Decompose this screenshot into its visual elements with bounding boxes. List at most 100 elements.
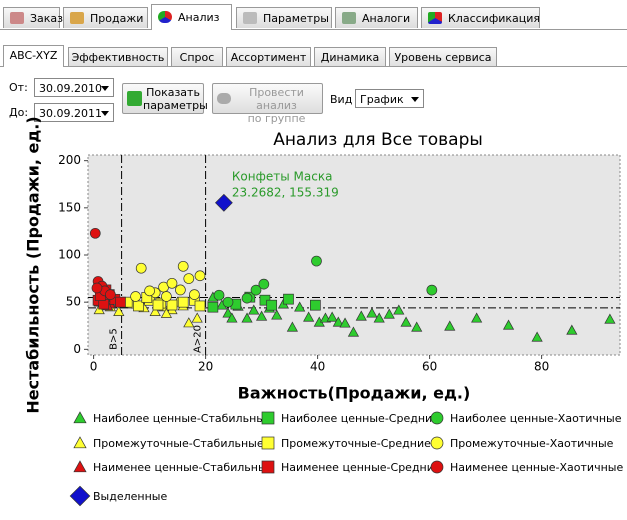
button-label: Показать [146,86,200,99]
legend-marker [430,436,444,450]
subtab[interactable]: Эффективность [68,47,168,66]
legend-label: Наиболее ценные-Хаотичные [450,412,622,425]
point [152,299,164,311]
plot-area [87,154,621,356]
point [166,299,178,311]
point [294,301,306,312]
subtab-bar-line [0,66,627,67]
legend-marker [73,460,87,473]
button-label: параметры [143,99,208,112]
legend-marker [73,411,87,424]
tab-label: Продажи [90,12,144,25]
y-tick-label: 150 [58,200,81,214]
x-tick-label: 80 [534,360,549,374]
subtab[interactable]: Динамика [314,47,386,66]
point [400,316,412,327]
point-annotation: Конфеты Маска [232,169,333,183]
point [383,308,395,319]
subtab-active[interactable]: ABC-XYZ [3,45,64,67]
y-tick-label: 100 [58,248,81,262]
group-analysis-button[interactable]: Провести анализ по группе [212,83,323,125]
tab-icon [10,12,24,24]
tab[interactable]: Параметры [236,7,332,28]
point [303,311,315,322]
subtab[interactable]: Уровень сервиса [389,47,497,66]
x-tick-label: 60 [422,360,437,374]
point [604,313,616,324]
tab-icon [428,12,442,24]
point [135,262,147,274]
dropdown-arrow [101,111,109,116]
point [366,307,378,318]
chart-title: Анализ для Все товары [273,130,483,150]
tab-active[interactable]: Анализ [151,4,232,30]
point [113,305,125,316]
legend-label: Промежуточные-Средние [281,437,431,450]
y-tick-label: 50 [66,295,81,309]
tab[interactable]: Заказ [3,7,64,28]
point [183,317,195,328]
point [310,299,321,311]
subtab[interactable]: Спрос [171,47,223,66]
legend-marker [430,460,444,474]
legend-label: Промежуточные-Стабильные [93,437,264,450]
point [161,291,172,302]
tab[interactable]: Классификация [421,7,540,28]
point [258,278,270,290]
point [393,304,405,315]
legend-label: Наименее ценные-Хаотичные [450,461,623,474]
point [373,312,385,323]
point-annotation: 23.2682, 155.319 [232,185,339,199]
tab-bar-line [0,29,627,30]
point [183,273,195,284]
to-label: До: [9,106,29,119]
point [271,309,283,320]
from-date[interactable]: 30.09.2010 [34,78,114,97]
button-label: по группе [247,112,306,125]
button-icon [127,91,142,106]
y-tick-label: 200 [58,153,81,167]
button-icon [217,93,231,104]
point [566,324,578,335]
point [241,292,253,304]
legend-label: Наиболее ценные-Стабильные [93,412,272,425]
tab-label: Аналоги [362,12,411,25]
x-tick-label: 20 [198,360,213,374]
legend-label: Промежуточные-Хаотичные [450,437,614,450]
point [266,299,278,311]
dropdown-arrow [411,97,419,102]
point [326,311,338,322]
point [177,260,189,272]
show-params-button[interactable]: Показать параметры [122,83,208,114]
from-date-value: 30.09.2010 [39,82,102,95]
point [531,331,543,342]
point [149,305,161,316]
point [241,312,253,323]
legend-label: Выделенные [93,490,167,503]
point [144,285,155,297]
tab[interactable]: Аналоги [335,7,418,28]
point [339,317,351,328]
point [332,316,344,327]
point [89,227,101,239]
point [222,307,234,318]
tab-label: Параметры [263,12,329,25]
to-date-value: 30.09.2011 [39,107,102,120]
to-date[interactable]: 30.09.2011 [34,103,114,122]
point [311,255,322,267]
point [411,321,423,332]
x-axis-label: Важность(Продажи, ед.) [238,384,471,403]
tab[interactable]: Продажи [63,7,148,28]
view-label: Вид [330,93,353,106]
x-tick-label: 40 [310,360,325,374]
point [91,282,103,294]
subtab[interactable]: Ассортимент [226,47,311,66]
tab-icon [70,12,84,24]
view-select[interactable]: График [355,89,424,108]
legend-marker [261,460,275,474]
tab-label: Заказ [30,12,64,25]
point [213,289,225,301]
point [222,296,234,308]
button-label: Провести анализ [249,86,304,112]
